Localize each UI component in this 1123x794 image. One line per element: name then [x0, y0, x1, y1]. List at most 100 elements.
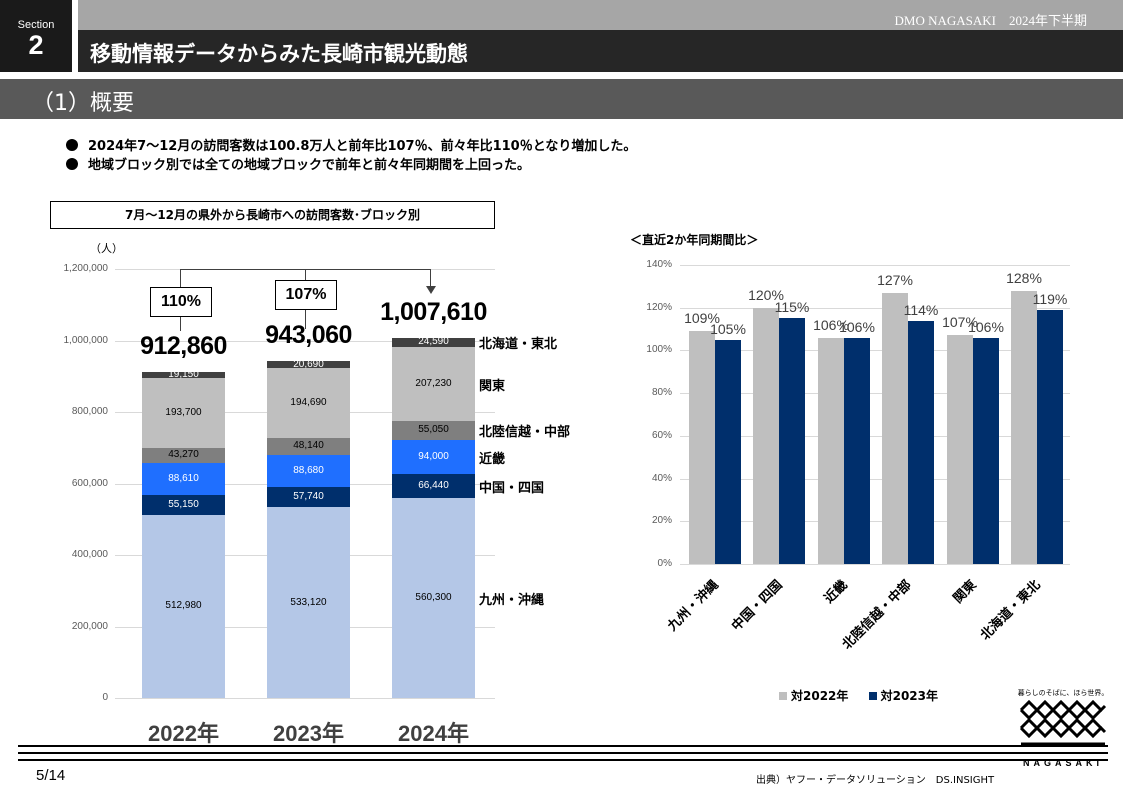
footer-rule	[18, 752, 1108, 754]
legend-item: 対2023年	[868, 689, 938, 703]
bullet-text: 地域ブロック別では全ての地域ブロックで前年と前々年同期間を上回った。	[88, 158, 531, 173]
series-label: 北陸信越・中部	[479, 425, 571, 441]
segment-value-label: 512,980	[165, 600, 202, 612]
y-gridline	[680, 307, 1070, 309]
y-gridline	[680, 564, 1070, 565]
ratio-bar	[947, 335, 973, 564]
bar-value-label: 114%	[903, 301, 939, 318]
ratio-bar	[715, 339, 741, 564]
footer-rule	[18, 745, 1108, 747]
segment-value-label: 193,700	[165, 407, 202, 419]
segment-value-label: 20,690	[293, 358, 324, 370]
y-gridline	[680, 521, 1070, 523]
logo-tagline: 暮らしのそばに、ほら世界。	[1017, 689, 1109, 697]
y-tick-label: 100%	[646, 344, 672, 356]
y-tick-label: 1,000,000	[63, 334, 109, 346]
y-tick-label: 200,000	[71, 620, 108, 632]
bar-value-label: 106%	[813, 316, 849, 333]
source-note: 出典）ヤフー・データソリューション DS.INSIGHT	[756, 775, 995, 786]
ratio-bar	[1011, 290, 1037, 564]
organization-label: DMO NAGASAKI 2024年下半期	[894, 13, 1087, 28]
y-gridline	[680, 350, 1070, 352]
bar-segment	[392, 497, 475, 698]
y-tick-label: 60%	[651, 429, 672, 441]
legend-item: 対2022年	[779, 689, 848, 703]
segment-value-label: 43,270	[168, 449, 199, 461]
bar-value-label: 109%	[684, 310, 720, 327]
logo-pattern-icon	[1019, 699, 1107, 746]
bar-value-label: 106%	[968, 318, 1004, 335]
bar-segment	[142, 463, 225, 495]
y-tick-label: 80%	[651, 387, 672, 399]
page-title: 移動情報データからみた長崎市観光動態	[90, 42, 468, 66]
y-tick-label: 1,200,000	[63, 263, 109, 274]
y-tick-label: 120%	[646, 301, 672, 313]
y-tick-label: 0%	[657, 558, 672, 569]
bar-value-label: 105%	[710, 320, 746, 337]
x-category-label: 2023年	[273, 721, 344, 746]
y-gridline	[680, 393, 1070, 395]
x-category-label: 2022年	[148, 721, 219, 746]
legend-label: 対2022年	[791, 689, 849, 703]
ratio-bar	[1037, 309, 1063, 564]
bullet-item: 地域ブロック別では全ての地域ブロックで前年と前々年同期間を上回った。	[66, 156, 636, 175]
segment-value-label: 88,610	[168, 473, 199, 485]
bar-value-label: 127%	[877, 271, 913, 288]
legend-swatch	[779, 692, 787, 700]
ratio-bar	[753, 307, 779, 564]
bar-segment	[267, 368, 350, 438]
arrow-down-icon	[426, 286, 436, 294]
bullet-item: 2024年7～12月の訪問客数は100.8万人と前年比107％、前々年比110％…	[66, 137, 636, 156]
segment-value-label: 533,120	[290, 596, 327, 608]
connector-line	[430, 269, 431, 287]
page-number: 5/14	[36, 767, 66, 784]
segment-value-label: 560,300	[415, 591, 452, 603]
section-label: Section	[17, 19, 55, 31]
bar-segment	[142, 514, 225, 698]
bar-segment	[142, 447, 225, 464]
stacked-chart-unit: （人）	[90, 242, 123, 255]
section-badge: Section 2	[0, 0, 72, 72]
bar-segment	[267, 455, 350, 487]
segment-value-label: 55,150	[168, 498, 199, 510]
bar-segment	[392, 337, 475, 347]
segment-value-label: 19,150	[168, 369, 199, 381]
bar-value-label: 120%	[748, 286, 784, 303]
ratio-bar	[973, 337, 999, 564]
y-tick-label: 20%	[651, 515, 672, 527]
bar-segment	[392, 346, 475, 421]
ratio-badge: 110%	[150, 287, 212, 317]
bar-segment	[392, 440, 475, 474]
x-category-label: 2024年	[398, 721, 469, 746]
bar-segment	[142, 494, 225, 515]
series-label: 中国・四国	[479, 480, 545, 496]
y-gridline	[680, 478, 1070, 480]
segment-value-label: 66,440	[418, 479, 449, 491]
y-gridline	[115, 340, 495, 342]
y-tick-label: 140%	[646, 259, 672, 270]
legend-swatch	[868, 692, 877, 700]
series-label: 九州・沖縄	[479, 592, 545, 608]
bar-value-label: 106%	[839, 318, 875, 335]
bar-segment	[267, 437, 350, 456]
bar-value-label: 115%	[774, 299, 810, 316]
ratio-bar	[908, 320, 934, 564]
bullet-dot-icon	[66, 139, 78, 151]
logo-wordmark: NAGASAKI	[1022, 758, 1103, 768]
segment-value-label: 24,590	[418, 336, 449, 348]
ratio-bar	[882, 292, 908, 564]
series-label: 関東	[479, 378, 506, 394]
stacked-chart-title: 7月～12月の県外から長崎市への訪問客数･ブロック別	[50, 201, 495, 229]
segment-value-label: 94,000	[418, 451, 449, 463]
legend-label: 対2023年	[880, 689, 938, 703]
y-tick-label: 40%	[651, 472, 672, 484]
y-gridline	[680, 265, 1070, 266]
segment-value-label: 194,690	[290, 397, 327, 409]
bar-value-label: 119%	[1032, 290, 1068, 307]
section-number: 2	[28, 30, 44, 60]
y-tick-label: 600,000	[71, 477, 108, 489]
y-tick-label: 400,000	[71, 549, 108, 560]
bar-segment	[392, 473, 475, 498]
segment-value-label: 88,680	[293, 464, 324, 476]
bar-value-label: 107%	[942, 314, 978, 331]
